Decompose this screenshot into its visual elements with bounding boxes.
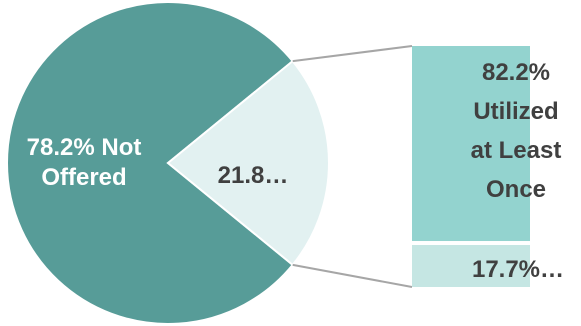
pie-label-not-offered: 78.2% Not Offered — [27, 134, 142, 191]
connector-group — [292, 45, 413, 288]
bar-label-utilized: 82.2% Utilized at Least Once — [471, 59, 562, 203]
bar-segment-utilized — [412, 46, 530, 242]
pie-slice-not-offered — [6, 1, 295, 325]
connector-line-bottom — [292, 263, 413, 288]
pie-slice-offered — [166, 59, 330, 267]
pie-group: 78.2% Not Offered 21.8… — [6, 1, 330, 325]
pie-label-offered: 21.8… — [218, 162, 289, 189]
bar-segment-other — [412, 245, 530, 287]
bar-group: 82.2% Utilized at Least Once 17.7%… — [412, 46, 564, 287]
bar-label-other: 17.7%… — [472, 256, 564, 283]
connector-line-top — [292, 45, 413, 63]
